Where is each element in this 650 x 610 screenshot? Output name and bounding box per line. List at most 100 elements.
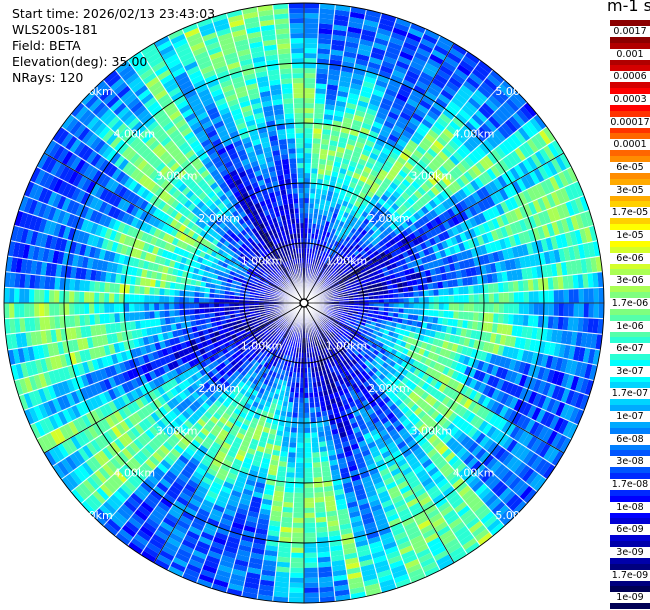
range-gate-cell bbox=[467, 357, 476, 368]
range-gate-cell bbox=[467, 194, 478, 206]
range-gate-cell bbox=[320, 261, 325, 268]
range-gate-cell bbox=[304, 148, 313, 154]
range-gate-cell bbox=[437, 281, 444, 289]
range-gate-cell bbox=[537, 165, 550, 181]
range-gate-cell bbox=[593, 303, 599, 319]
range-gate-cell bbox=[382, 55, 398, 65]
range-gate-cell bbox=[322, 282, 328, 288]
range-gate-cell bbox=[421, 373, 430, 382]
range-gate-cell bbox=[409, 116, 422, 127]
range-gate-cell bbox=[304, 143, 313, 149]
range-gate-cell bbox=[320, 273, 325, 279]
range-gate-cell bbox=[394, 142, 405, 153]
range-gate-cell bbox=[304, 452, 313, 458]
range-gate-cell bbox=[396, 138, 408, 148]
range-gate-cell bbox=[328, 64, 342, 71]
range-gate-cell bbox=[308, 218, 313, 224]
range-gate-cell bbox=[304, 178, 311, 184]
range-gate-cell bbox=[542, 126, 556, 143]
range-gate-cell bbox=[509, 166, 521, 181]
range-gate-cell bbox=[354, 267, 361, 273]
range-gate-cell bbox=[413, 368, 421, 377]
range-gate-cell bbox=[325, 164, 334, 171]
range-gate-cell bbox=[421, 277, 428, 285]
range-gate-cell bbox=[304, 572, 319, 578]
range-gate-cell bbox=[281, 516, 293, 523]
range-gate-cell bbox=[418, 296, 424, 303]
range-gate-cell bbox=[431, 323, 438, 332]
range-gate-cell bbox=[423, 296, 429, 303]
range-gate-cell bbox=[441, 60, 457, 73]
range-gate-cell bbox=[413, 51, 429, 63]
range-gate-cell bbox=[304, 562, 318, 568]
range-gate-cell bbox=[441, 175, 452, 187]
range-gate-cell bbox=[518, 205, 529, 219]
range-gate-cell bbox=[516, 414, 527, 428]
range-gate-cell bbox=[333, 14, 350, 22]
range-gate-cell bbox=[368, 98, 382, 107]
range-gate-cell bbox=[509, 222, 518, 236]
range-gate-cell bbox=[348, 323, 355, 328]
range-gate-cell bbox=[522, 362, 531, 376]
range-gate-cell bbox=[443, 295, 449, 303]
range-gate-cell bbox=[488, 293, 494, 303]
range-gate-cell bbox=[328, 261, 334, 267]
range-gate-cell bbox=[587, 317, 594, 334]
range-gate-cell bbox=[316, 53, 331, 60]
range-gate-cell bbox=[394, 120, 407, 130]
range-gate-cell bbox=[381, 97, 394, 107]
range-gate-cell bbox=[443, 310, 449, 319]
range-gate-cell bbox=[426, 275, 433, 284]
range-gate-cell bbox=[323, 269, 328, 275]
range-gate-cell bbox=[368, 295, 374, 300]
range-gate-cell bbox=[373, 295, 379, 300]
range-gate-cell bbox=[450, 96, 465, 109]
range-gate-cell bbox=[341, 233, 348, 241]
range-gate-cell bbox=[331, 256, 337, 263]
range-gate-cell bbox=[544, 412, 556, 428]
range-gate-cell bbox=[314, 496, 325, 503]
range-gate-cell bbox=[348, 160, 358, 168]
range-gate-cell bbox=[506, 136, 519, 151]
range-gate-cell bbox=[406, 157, 418, 167]
range-gate-cell bbox=[370, 239, 378, 247]
range-gate-cell bbox=[329, 140, 339, 147]
range-gate-cell bbox=[412, 149, 424, 160]
range-gate-cell bbox=[373, 306, 379, 311]
range-gate-cell bbox=[507, 281, 514, 293]
range-gate-cell bbox=[480, 122, 494, 136]
range-gate-cell bbox=[316, 531, 329, 538]
range-gate-cell bbox=[547, 142, 560, 158]
range-gate-cell bbox=[485, 195, 496, 208]
range-gate-cell bbox=[422, 315, 429, 323]
range-gate-cell bbox=[468, 205, 478, 217]
range-gate-cell bbox=[389, 151, 400, 161]
range-gate-cell bbox=[346, 257, 353, 263]
range-gate-cell bbox=[316, 68, 329, 75]
range-gate-cell bbox=[354, 333, 361, 339]
range-gate-cell bbox=[359, 90, 372, 99]
range-gate-cell bbox=[506, 270, 513, 282]
range-gate-cell bbox=[407, 313, 414, 321]
range-gate-cell bbox=[546, 222, 556, 238]
range-gate-cell bbox=[407, 27, 424, 39]
range-gate-cell bbox=[304, 567, 319, 573]
range-gate-cell bbox=[355, 104, 368, 113]
range-gate-cell bbox=[423, 151, 435, 162]
range-gate-cell bbox=[368, 130, 380, 139]
range-gate-cell bbox=[304, 238, 308, 244]
range-gate-cell bbox=[304, 73, 317, 79]
range-gate-cell bbox=[286, 467, 296, 473]
range-gate-cell bbox=[416, 362, 425, 371]
range-gate-cell bbox=[316, 546, 331, 553]
range-gate-cell bbox=[455, 213, 465, 224]
range-gate-cell bbox=[453, 68, 469, 81]
range-gate-cell bbox=[491, 376, 501, 389]
range-gate-cell bbox=[468, 285, 474, 295]
range-gate-cell bbox=[501, 80, 517, 95]
range-gate-cell bbox=[419, 270, 427, 279]
range-gate-cell bbox=[445, 325, 453, 335]
range-gate-cell bbox=[342, 179, 351, 187]
range-gate-cell bbox=[413, 229, 421, 238]
range-gate-cell bbox=[319, 267, 324, 273]
